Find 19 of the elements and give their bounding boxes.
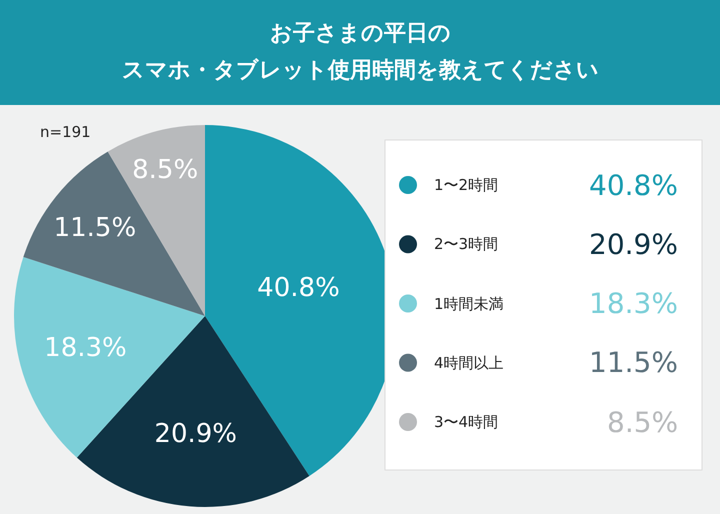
legend-label: 3〜4時間 xyxy=(434,413,498,431)
data-label: 18.3% xyxy=(44,332,127,363)
data-label: 40.8% xyxy=(257,273,340,304)
text: n=191 xyxy=(40,123,91,141)
data-label: 20.9% xyxy=(154,419,237,450)
legend-label: 1〜2時間 xyxy=(434,176,498,194)
chart-title: お子さまの平日の xyxy=(270,21,451,46)
text: 18.3% xyxy=(589,287,678,320)
text: 40.8% xyxy=(589,169,678,202)
chart-subtitle: スマホ・タブレット使用時間を教えてください xyxy=(122,58,599,83)
text: 20.9% xyxy=(589,228,678,261)
legend-label: 2〜3時間 xyxy=(434,235,498,253)
text: 11.5% xyxy=(589,346,678,379)
text: 8.5% xyxy=(607,406,678,439)
pie-slice xyxy=(23,152,205,316)
legend-label: 1時間未満 xyxy=(434,295,504,313)
data-label: 11.5% xyxy=(54,212,136,243)
legend-label: 4時間以上 xyxy=(434,354,504,372)
data-label: 8.5% xyxy=(132,155,198,186)
